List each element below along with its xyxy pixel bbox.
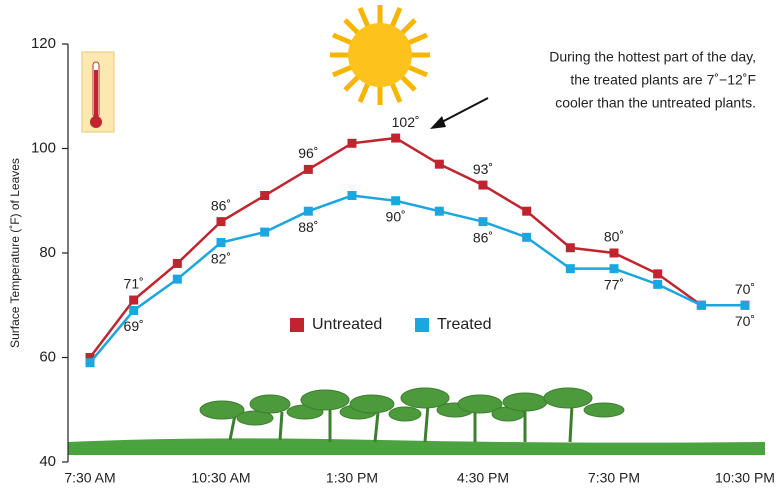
x-tick-label: 7:30 PM [588, 470, 640, 486]
marker [260, 191, 269, 200]
data-label: 82˚ [211, 250, 231, 266]
x-tick-label: 10:30 PM [715, 470, 775, 486]
marker [173, 275, 182, 284]
marker [653, 269, 662, 278]
data-label: 90˚ [386, 208, 406, 224]
arrow [430, 98, 488, 129]
data-label: 70˚ [735, 313, 755, 329]
data-label: 69˚ [124, 318, 144, 334]
marker [86, 358, 95, 367]
y-tick-label: 100 [31, 139, 56, 156]
data-label: 86˚ [473, 229, 493, 245]
legend-label: Untreated [312, 316, 382, 333]
data-label: 86˚ [211, 197, 231, 213]
marker [697, 301, 706, 310]
marker [479, 181, 488, 190]
marker [566, 243, 575, 252]
marker [522, 233, 531, 242]
y-tick-label: 40 [39, 453, 56, 470]
x-tick-label: 7:30 AM [64, 470, 115, 486]
marker [348, 191, 357, 200]
marker [129, 296, 138, 305]
data-label: 96˚ [298, 145, 318, 161]
marker [479, 217, 488, 226]
marker [522, 207, 531, 216]
legend-swatch [290, 318, 304, 332]
y-tick-label: 120 [31, 35, 56, 52]
chart: Surface Temperature (˚F) of Leaves Durin… [0, 0, 781, 490]
data-label: 102˚ [392, 114, 420, 130]
marker [653, 280, 662, 289]
annotation-line: cooler than the untreated plants. [555, 95, 756, 111]
legend-label: Treated [437, 316, 492, 333]
y-axis-label: Surface Temperature (˚F) of Leaves [8, 158, 22, 348]
marker [610, 264, 619, 273]
marker [610, 249, 619, 258]
marker [566, 264, 575, 273]
marker [348, 139, 357, 148]
thermometer [82, 52, 114, 132]
marker [741, 301, 750, 310]
marker [304, 165, 313, 174]
marker [435, 160, 444, 169]
sun [330, 5, 430, 105]
marker [217, 217, 226, 226]
series-line [90, 196, 745, 363]
x-tick-label: 4:30 PM [457, 470, 509, 486]
data-label: 88˚ [298, 219, 318, 235]
marker [391, 134, 400, 143]
marker [435, 207, 444, 216]
plants [200, 388, 624, 442]
annotation-line: the treated plants are 7˚−12˚F [570, 72, 756, 88]
annotation: During the hottest part of the day, the … [549, 49, 756, 111]
marker [173, 259, 182, 268]
legend-swatch [415, 318, 429, 332]
x-tick-label: 10:30 AM [191, 470, 250, 486]
grass [68, 438, 765, 455]
data-label: 80˚ [604, 229, 624, 245]
data-label: 70˚ [735, 281, 755, 297]
marker [260, 228, 269, 237]
y-tick-label: 60 [39, 348, 56, 365]
marker [304, 207, 313, 216]
data-label: 71˚ [124, 276, 144, 292]
marker [391, 196, 400, 205]
marker [217, 238, 226, 247]
data-label: 93˚ [473, 161, 493, 177]
marker [129, 306, 138, 315]
y-tick-label: 80 [39, 244, 56, 261]
data-label: 77˚ [604, 276, 624, 292]
annotation-line: During the hottest part of the day, [549, 49, 756, 65]
x-tick-label: 1:30 PM [326, 470, 378, 486]
